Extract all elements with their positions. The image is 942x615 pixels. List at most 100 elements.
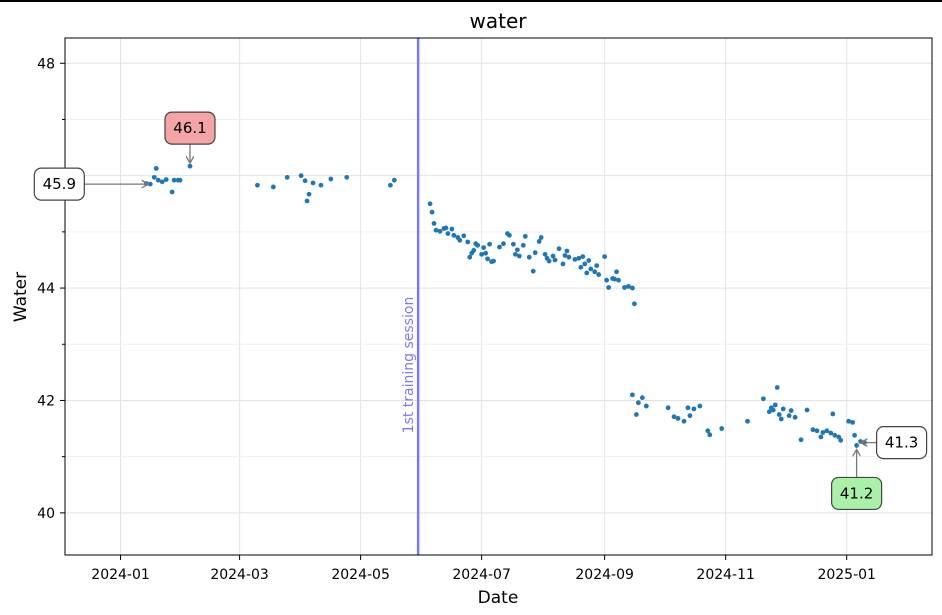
data-point — [814, 428, 820, 434]
data-point — [596, 272, 602, 277]
x-tick-label: 2024-05 — [331, 567, 390, 583]
annotation-label: 41.2 — [840, 484, 873, 502]
data-point — [163, 177, 169, 183]
annotation-box — [876, 426, 928, 460]
data-point — [818, 434, 824, 440]
top-border — [0, 0, 942, 2]
annotation-label: 45.9 — [43, 175, 76, 193]
data-point — [451, 232, 457, 238]
data-point — [556, 246, 562, 252]
x-axis-label: Date — [478, 588, 519, 608]
data-point — [626, 283, 631, 289]
data-point — [632, 301, 637, 307]
data-point — [328, 176, 334, 182]
data-point — [639, 395, 645, 401]
y-axis-label: Water — [11, 272, 31, 322]
data-point — [153, 165, 159, 171]
data-point — [530, 268, 536, 274]
data-point — [707, 432, 713, 438]
grid — [65, 38, 932, 555]
data-point — [550, 253, 556, 259]
data-point — [630, 392, 635, 398]
data-point — [159, 179, 165, 185]
data-point — [284, 174, 290, 180]
data-point — [514, 247, 520, 253]
data-point — [532, 250, 538, 256]
data-point — [302, 178, 308, 184]
data-point — [588, 266, 594, 272]
data-point — [155, 177, 161, 183]
chart-title: water — [470, 9, 528, 33]
data-point — [560, 261, 566, 267]
data-point — [475, 242, 481, 248]
data-point — [675, 416, 681, 421]
data-point — [564, 248, 570, 254]
data-point — [594, 263, 600, 268]
data-point — [576, 255, 582, 261]
annotations: 45.9 46.1 41.3 41.2 — [33, 111, 928, 511]
data-point — [487, 241, 492, 247]
data-point — [526, 254, 532, 260]
data-point — [681, 418, 687, 424]
data-point — [850, 419, 856, 425]
training-session-label: 1st training session — [401, 297, 417, 434]
data-point — [854, 443, 860, 448]
data-point — [671, 414, 677, 420]
data-point — [582, 261, 588, 267]
data-point — [804, 407, 810, 413]
data-point — [572, 257, 578, 262]
data-point — [820, 430, 826, 435]
data-point — [584, 270, 590, 276]
data-point — [429, 209, 435, 215]
data-point — [391, 177, 397, 183]
data-point — [612, 276, 617, 282]
data-point — [443, 225, 449, 231]
x-tick-label: 2024-03 — [210, 567, 269, 583]
data-point — [471, 248, 477, 253]
data-point — [792, 414, 798, 420]
annotation-box — [33, 167, 85, 201]
data-point — [497, 244, 502, 250]
data-point — [562, 253, 568, 258]
data-point — [255, 182, 260, 188]
data-point — [586, 258, 592, 263]
data-point — [786, 413, 792, 419]
data-point — [485, 256, 490, 262]
data-point — [512, 251, 518, 257]
annotation-label: 46.1 — [173, 119, 206, 137]
data-point — [838, 437, 844, 443]
data-point — [788, 408, 794, 413]
data-point — [828, 430, 834, 436]
data-point — [745, 418, 750, 424]
annotation-label: 41.3 — [885, 434, 918, 452]
data-point — [465, 239, 471, 245]
data-point — [830, 411, 836, 417]
data-point — [481, 245, 487, 251]
data-point — [445, 231, 451, 236]
data-point — [687, 413, 693, 419]
data-point — [510, 241, 516, 247]
data-point — [552, 257, 558, 263]
data-point — [606, 285, 612, 290]
data-point — [147, 181, 153, 187]
data-point — [318, 182, 324, 188]
data-point — [766, 409, 772, 415]
data-point — [635, 400, 641, 406]
data-point — [630, 285, 635, 291]
data-point — [622, 285, 627, 290]
data-point — [776, 412, 782, 417]
data-point — [151, 174, 157, 180]
data-point — [177, 177, 183, 183]
data-point — [633, 412, 639, 417]
data-point — [310, 180, 316, 186]
x-tick-label: 2024-01 — [91, 567, 150, 583]
y-tick-label: 48 — [37, 56, 55, 72]
data-point — [483, 250, 489, 256]
data-point — [691, 406, 697, 412]
y-tick-label: 44 — [37, 281, 55, 297]
x-tick-label: 2024-07 — [452, 567, 511, 583]
data-point — [538, 235, 544, 240]
data-point — [427, 201, 433, 207]
data-point — [522, 233, 528, 239]
x-tick-label: 2024-11 — [696, 567, 755, 583]
